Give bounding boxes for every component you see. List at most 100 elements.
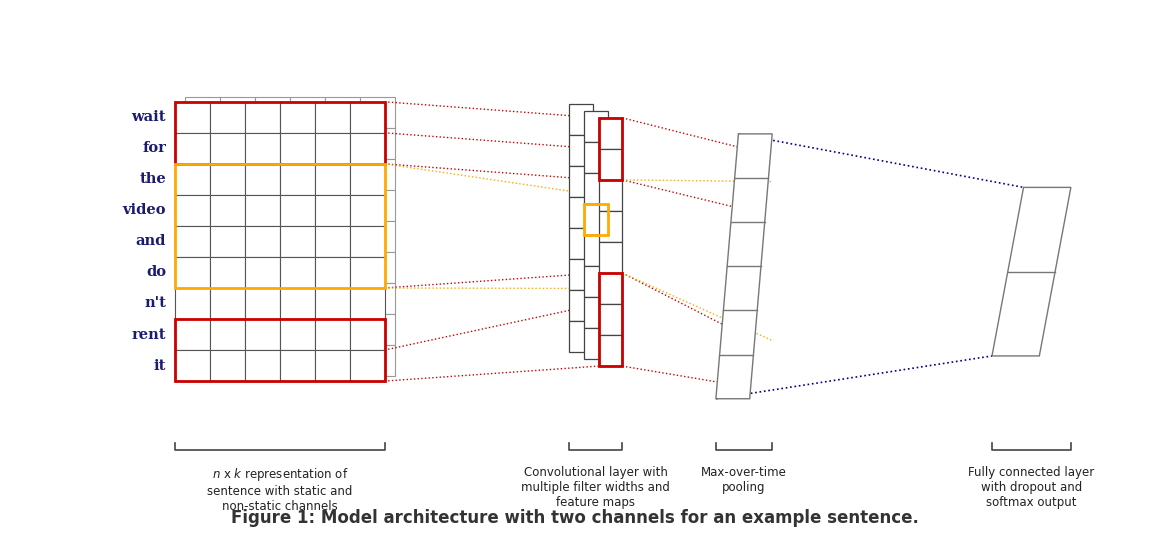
Bar (175, 164, 384, 288)
Bar (245, 195, 279, 226)
Bar (279, 350, 315, 381)
Bar (290, 345, 324, 376)
Bar (360, 159, 394, 190)
Bar (290, 97, 324, 128)
Polygon shape (715, 134, 773, 399)
Text: the: the (139, 173, 166, 186)
Bar (599, 304, 622, 335)
Text: do: do (146, 265, 166, 280)
Bar (220, 159, 255, 190)
Bar (584, 173, 607, 204)
Bar (245, 319, 279, 350)
Bar (350, 102, 384, 133)
Bar (220, 190, 255, 221)
Text: n't: n't (144, 296, 166, 311)
Bar (175, 350, 209, 381)
Bar (255, 314, 290, 345)
Bar (360, 314, 394, 345)
Bar (569, 228, 593, 259)
Bar (245, 164, 279, 195)
Bar (315, 133, 350, 164)
Bar (315, 257, 350, 288)
Bar (209, 102, 245, 133)
Bar (209, 319, 245, 350)
Bar (324, 345, 360, 376)
Bar (220, 221, 255, 252)
Bar (569, 290, 593, 321)
Bar (279, 257, 315, 288)
Bar (569, 135, 593, 166)
Bar (175, 164, 209, 195)
Bar (290, 283, 324, 314)
Bar (220, 314, 255, 345)
Bar (279, 195, 315, 226)
Bar (360, 345, 394, 376)
Bar (185, 190, 220, 221)
Text: it: it (153, 359, 166, 372)
Bar (315, 102, 350, 133)
Bar (315, 226, 350, 257)
Bar (599, 273, 622, 304)
Bar (350, 257, 384, 288)
Bar (350, 195, 384, 226)
Bar (315, 288, 350, 319)
Bar (599, 149, 622, 180)
Bar (209, 350, 245, 381)
Bar (185, 221, 220, 252)
Bar (584, 266, 607, 297)
Bar (350, 226, 384, 257)
Bar (350, 350, 384, 381)
Text: video: video (122, 204, 166, 217)
Bar (209, 164, 245, 195)
Bar (175, 257, 209, 288)
Bar (245, 257, 279, 288)
Bar (350, 164, 384, 195)
Bar (350, 133, 384, 164)
Bar (185, 314, 220, 345)
Bar (220, 97, 255, 128)
Bar (569, 104, 593, 135)
Bar (255, 128, 290, 159)
Bar (185, 345, 220, 376)
Bar (209, 226, 245, 257)
Bar (245, 226, 279, 257)
Bar (209, 257, 245, 288)
Bar (175, 319, 384, 381)
Bar (324, 128, 360, 159)
Bar (279, 288, 315, 319)
Bar (569, 321, 593, 352)
Bar (185, 252, 220, 283)
Bar (290, 159, 324, 190)
Bar (290, 252, 324, 283)
Bar (175, 195, 209, 226)
Bar (185, 97, 220, 128)
Bar (209, 195, 245, 226)
Bar (255, 97, 290, 128)
Bar (599, 242, 622, 273)
Bar (255, 159, 290, 190)
Bar (315, 164, 350, 195)
Bar (290, 221, 324, 252)
Bar (290, 128, 324, 159)
Bar (255, 252, 290, 283)
Bar (324, 190, 360, 221)
Bar (599, 118, 622, 149)
Bar (185, 159, 220, 190)
Bar (584, 297, 607, 328)
Bar (569, 166, 593, 197)
Bar (324, 221, 360, 252)
Bar (245, 288, 279, 319)
Bar (175, 133, 209, 164)
Bar (220, 128, 255, 159)
Bar (255, 283, 290, 314)
Bar (324, 159, 360, 190)
Text: wait: wait (131, 110, 166, 124)
Bar (245, 133, 279, 164)
Bar (360, 252, 394, 283)
Bar (360, 283, 394, 314)
Bar (599, 118, 622, 180)
Bar (245, 102, 279, 133)
Bar (584, 204, 607, 235)
Bar (599, 273, 622, 366)
Bar (360, 97, 394, 128)
